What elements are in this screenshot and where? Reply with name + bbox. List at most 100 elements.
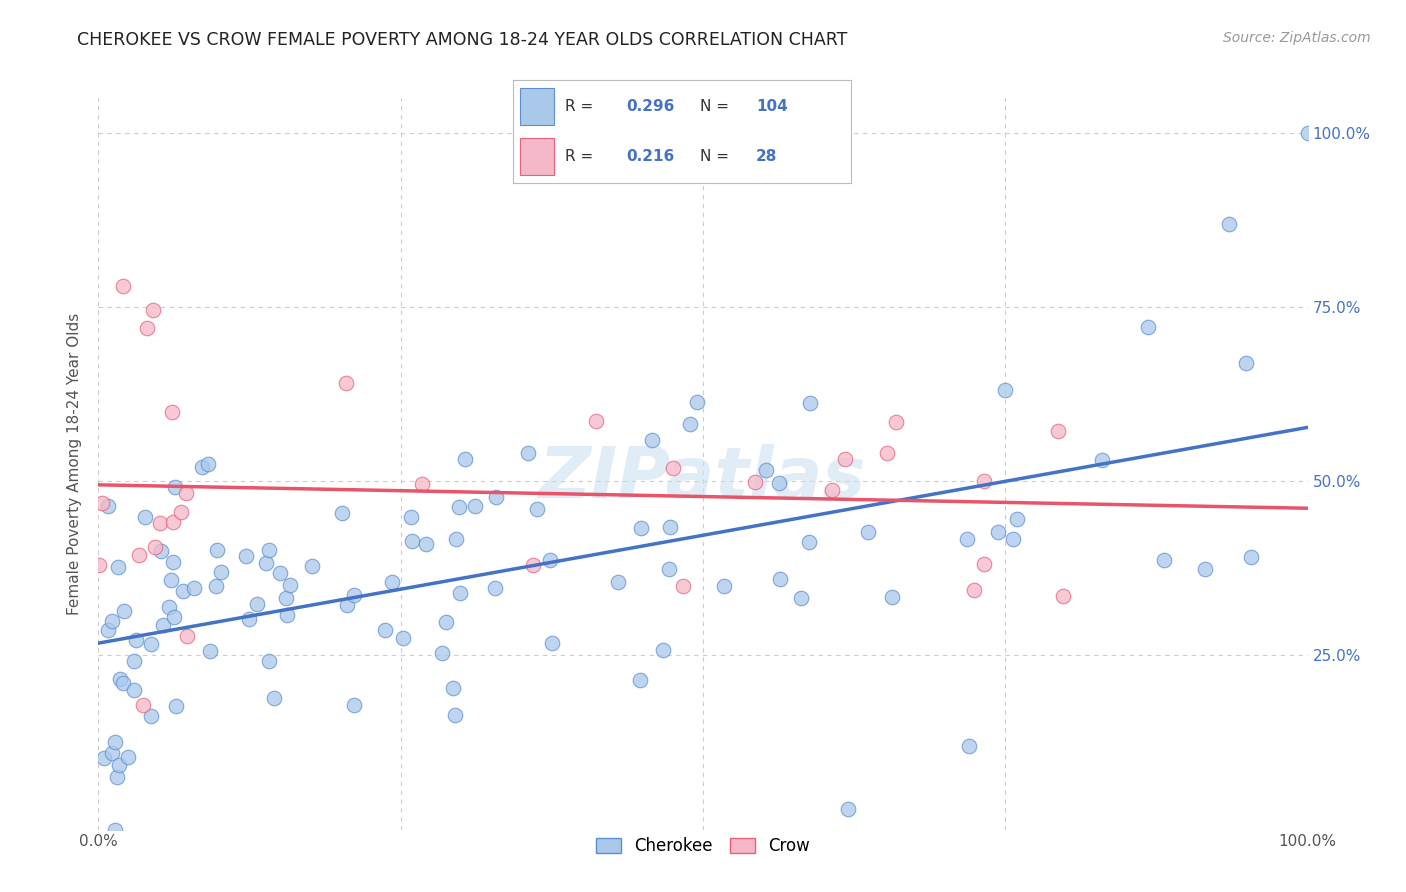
Point: [342, 588, 364, 602]
Point: [335, 376, 357, 391]
Point: [139, 637, 162, 651]
Point: [713, 579, 735, 593]
Point: [538, 553, 561, 567]
Point: [276, 608, 298, 623]
Point: [454, 452, 477, 467]
Point: [858, 525, 880, 540]
Point: [820, 483, 842, 498]
Point: [381, 575, 404, 590]
Point: [401, 533, 423, 548]
Point: [411, 476, 433, 491]
Point: [93, 750, 115, 764]
Point: [444, 708, 467, 723]
Point: [128, 548, 150, 562]
Point: [174, 485, 197, 500]
Text: 104: 104: [756, 99, 787, 114]
Text: R =: R =: [565, 99, 599, 114]
Point: [197, 457, 219, 471]
Point: [837, 802, 859, 816]
Point: [963, 583, 986, 598]
Point: [139, 708, 162, 723]
Point: [97, 624, 120, 638]
Point: [973, 474, 995, 488]
Point: [485, 490, 508, 504]
Point: [170, 505, 193, 519]
Point: [628, 673, 651, 688]
Point: [436, 615, 458, 629]
Point: [444, 532, 467, 546]
Point: [160, 573, 183, 587]
Point: [834, 452, 856, 467]
Point: [205, 542, 228, 557]
Text: ZIPatlas: ZIPatlas: [540, 444, 866, 513]
Point: [259, 543, 281, 558]
Point: [1240, 550, 1263, 565]
Point: [1194, 562, 1216, 576]
Point: [987, 525, 1010, 540]
Point: [330, 506, 353, 520]
Point: [198, 644, 221, 658]
Point: [149, 516, 172, 530]
Point: [1052, 590, 1074, 604]
Point: [105, 770, 128, 784]
Point: [392, 631, 415, 645]
Point: [110, 673, 132, 687]
Point: [768, 475, 790, 490]
Point: [134, 509, 156, 524]
Point: [541, 636, 564, 650]
Text: N =: N =: [700, 149, 734, 164]
Point: [876, 446, 898, 460]
Point: [124, 633, 146, 648]
Point: [112, 604, 135, 618]
Point: [880, 591, 903, 605]
Text: Source: ZipAtlas.com: Source: ZipAtlas.com: [1223, 31, 1371, 45]
Text: 0.296: 0.296: [626, 99, 675, 114]
Text: N =: N =: [700, 99, 734, 114]
Point: [132, 698, 155, 712]
Point: [1234, 356, 1257, 370]
Point: [526, 501, 548, 516]
Point: [301, 559, 323, 574]
Point: [165, 698, 187, 713]
Point: [1218, 217, 1240, 231]
Point: [117, 749, 139, 764]
Point: [107, 560, 129, 574]
Point: [744, 475, 766, 489]
Point: [441, 681, 464, 696]
Point: [658, 562, 681, 576]
Point: [142, 302, 165, 317]
Point: [256, 556, 278, 570]
Point: [246, 597, 269, 611]
Point: [205, 578, 228, 592]
Point: [111, 676, 134, 690]
Point: [662, 461, 685, 475]
Point: [87, 558, 110, 572]
Point: [176, 629, 198, 643]
Point: [97, 500, 120, 514]
Point: [162, 516, 184, 530]
Point: [799, 396, 821, 410]
Text: CHEROKEE VS CROW FEMALE POVERTY AMONG 18-24 YEAR OLDS CORRELATION CHART: CHEROKEE VS CROW FEMALE POVERTY AMONG 18…: [77, 31, 848, 49]
Point: [755, 462, 778, 476]
Point: [122, 682, 145, 697]
Point: [111, 279, 134, 293]
Point: [257, 654, 280, 668]
Point: [686, 395, 709, 409]
Point: [956, 532, 979, 546]
Point: [1296, 126, 1319, 140]
Point: [464, 499, 486, 513]
Point: [162, 555, 184, 569]
Point: [343, 698, 366, 713]
FancyBboxPatch shape: [520, 88, 554, 126]
Point: [104, 735, 127, 749]
Point: [799, 534, 821, 549]
Point: [263, 691, 285, 706]
Point: [209, 565, 232, 579]
Point: [122, 654, 145, 668]
Point: [103, 822, 125, 837]
Point: [790, 591, 813, 605]
Point: [1091, 452, 1114, 467]
Point: [269, 566, 291, 581]
Point: [135, 321, 157, 335]
Point: [399, 509, 422, 524]
